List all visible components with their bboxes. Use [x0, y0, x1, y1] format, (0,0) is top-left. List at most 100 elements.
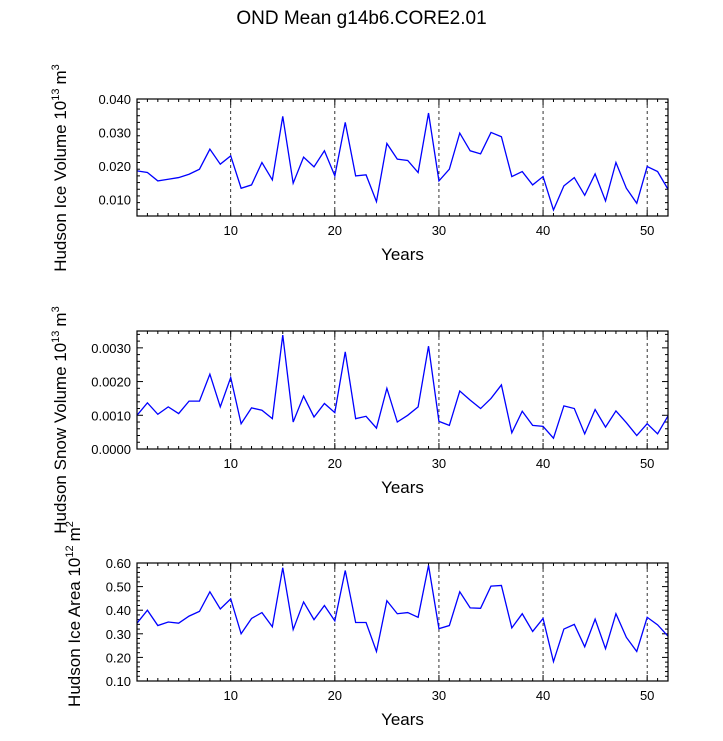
data-point — [177, 412, 179, 414]
y-axis-unit-symbol: m — [51, 70, 70, 84]
data-point — [594, 618, 596, 620]
data-point — [386, 142, 388, 144]
data-point — [427, 564, 429, 566]
data-point — [219, 163, 221, 165]
y-tick-label: 0.0020 — [91, 375, 131, 390]
data-point — [479, 607, 481, 609]
x-tick-label: 10 — [223, 223, 237, 238]
data-point — [292, 628, 294, 630]
y-tick-label: 0.0010 — [91, 408, 131, 423]
data-point — [531, 184, 533, 186]
y-axis-unit-symbol: m — [51, 312, 70, 326]
data-point — [323, 150, 325, 152]
data-point — [490, 131, 492, 133]
data-point — [531, 424, 533, 426]
data-point — [646, 423, 648, 425]
data-point — [521, 170, 523, 172]
data-point — [636, 650, 638, 652]
data-point — [396, 158, 398, 160]
data-point — [386, 387, 388, 389]
y-axis-unit-exponent: 12 — [64, 545, 76, 557]
data-point — [157, 624, 159, 626]
data-point — [240, 423, 242, 425]
data-point — [584, 646, 586, 648]
panel-1: 10 20 30 40 50 0.010 0.020 0.030 0.040 Years Hudso… — [50, 64, 669, 272]
data-point — [584, 194, 586, 196]
data-point — [354, 175, 356, 177]
data-point — [531, 630, 533, 632]
data-point — [438, 420, 440, 422]
y-tick-label: 0.50 — [106, 580, 131, 595]
data-point — [615, 161, 617, 163]
data-point — [282, 334, 284, 336]
x-tick-label: 20 — [328, 456, 342, 471]
y-tick-label: 0.30 — [106, 627, 131, 642]
data-point — [302, 601, 304, 603]
data-point — [479, 407, 481, 409]
data-point — [334, 620, 336, 622]
data-point — [282, 567, 284, 569]
plot-frame — [136, 98, 669, 217]
x-tick-label: 40 — [536, 456, 550, 471]
data-point — [209, 373, 211, 375]
data-point — [479, 153, 481, 155]
data-point — [552, 660, 554, 662]
y-axis-unit-symbol: m — [65, 527, 84, 541]
data-point — [656, 170, 658, 172]
data-point — [396, 421, 398, 423]
data-point — [365, 174, 367, 176]
data-point — [407, 414, 409, 416]
y-axis-label-text: Hudson Snow Volume 10 — [51, 343, 70, 534]
data-point — [292, 182, 294, 184]
data-point — [209, 148, 211, 150]
data-point — [323, 402, 325, 404]
data-point — [354, 417, 356, 419]
data-point — [146, 402, 148, 404]
y-tick-label: 0.60 — [106, 556, 131, 571]
data-point — [511, 627, 513, 629]
data-point — [511, 432, 513, 434]
data-point — [354, 621, 356, 623]
data-point — [459, 132, 461, 134]
data-point — [365, 415, 367, 417]
data-point — [656, 433, 658, 435]
data-point — [250, 407, 252, 409]
data-point — [417, 171, 419, 173]
data-point — [261, 161, 263, 163]
data-point — [656, 624, 658, 626]
data-point — [198, 400, 200, 402]
data-point — [604, 647, 606, 649]
data-point — [459, 390, 461, 392]
x-tick-label: 50 — [640, 688, 654, 703]
x-tick-label: 50 — [640, 456, 654, 471]
x-tick-label: 10 — [223, 456, 237, 471]
y-tick-label: 0.030 — [98, 125, 131, 140]
data-point — [219, 406, 221, 408]
data-point — [584, 433, 586, 435]
data-point — [250, 617, 252, 619]
data-point — [511, 175, 513, 177]
x-tick-label: 20 — [328, 223, 342, 238]
data-point — [230, 598, 232, 600]
x-tick-label: 20 — [328, 688, 342, 703]
y-tick-label: 0.40 — [106, 603, 131, 618]
data-point — [438, 627, 440, 629]
y-tick-label: 0.20 — [106, 650, 131, 665]
data-point — [188, 173, 190, 175]
data-point — [219, 608, 221, 610]
data-point — [636, 434, 638, 436]
data-point — [552, 209, 554, 211]
data-point — [594, 173, 596, 175]
data-point — [500, 136, 502, 138]
data-point — [292, 421, 294, 423]
data-point — [146, 171, 148, 173]
data-point — [313, 166, 315, 168]
data-point — [313, 618, 315, 620]
data-point — [157, 180, 159, 182]
data-point — [271, 626, 273, 628]
plot-frame — [136, 562, 669, 682]
data-point — [427, 112, 429, 114]
series-line — [136, 565, 669, 665]
x-tick-label: 40 — [536, 223, 550, 238]
y-tick-label: 0.0030 — [91, 341, 131, 356]
